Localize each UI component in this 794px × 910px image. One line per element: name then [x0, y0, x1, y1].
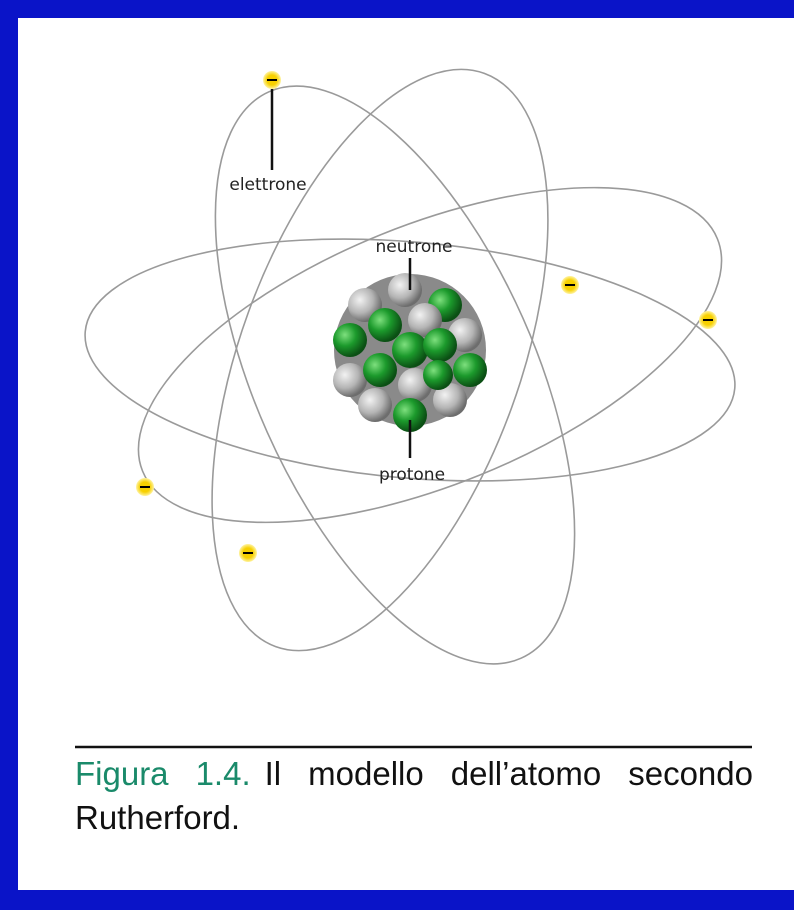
electron — [699, 311, 717, 329]
electron — [263, 71, 281, 89]
electron — [239, 544, 257, 562]
electron-label: elettrone — [229, 175, 306, 195]
caption: Figura 1.4.Il modello dell’atomo secondo… — [75, 752, 753, 840]
proton-label: protone — [379, 465, 445, 485]
electron — [136, 478, 154, 496]
nucleus — [333, 273, 487, 432]
neutron-label: neutrone — [376, 237, 453, 257]
page: elettrone neutrone protone Figura 1.4.Il… — [0, 0, 794, 910]
caption-label: Figura 1.4. — [75, 755, 251, 792]
electron — [561, 276, 579, 294]
